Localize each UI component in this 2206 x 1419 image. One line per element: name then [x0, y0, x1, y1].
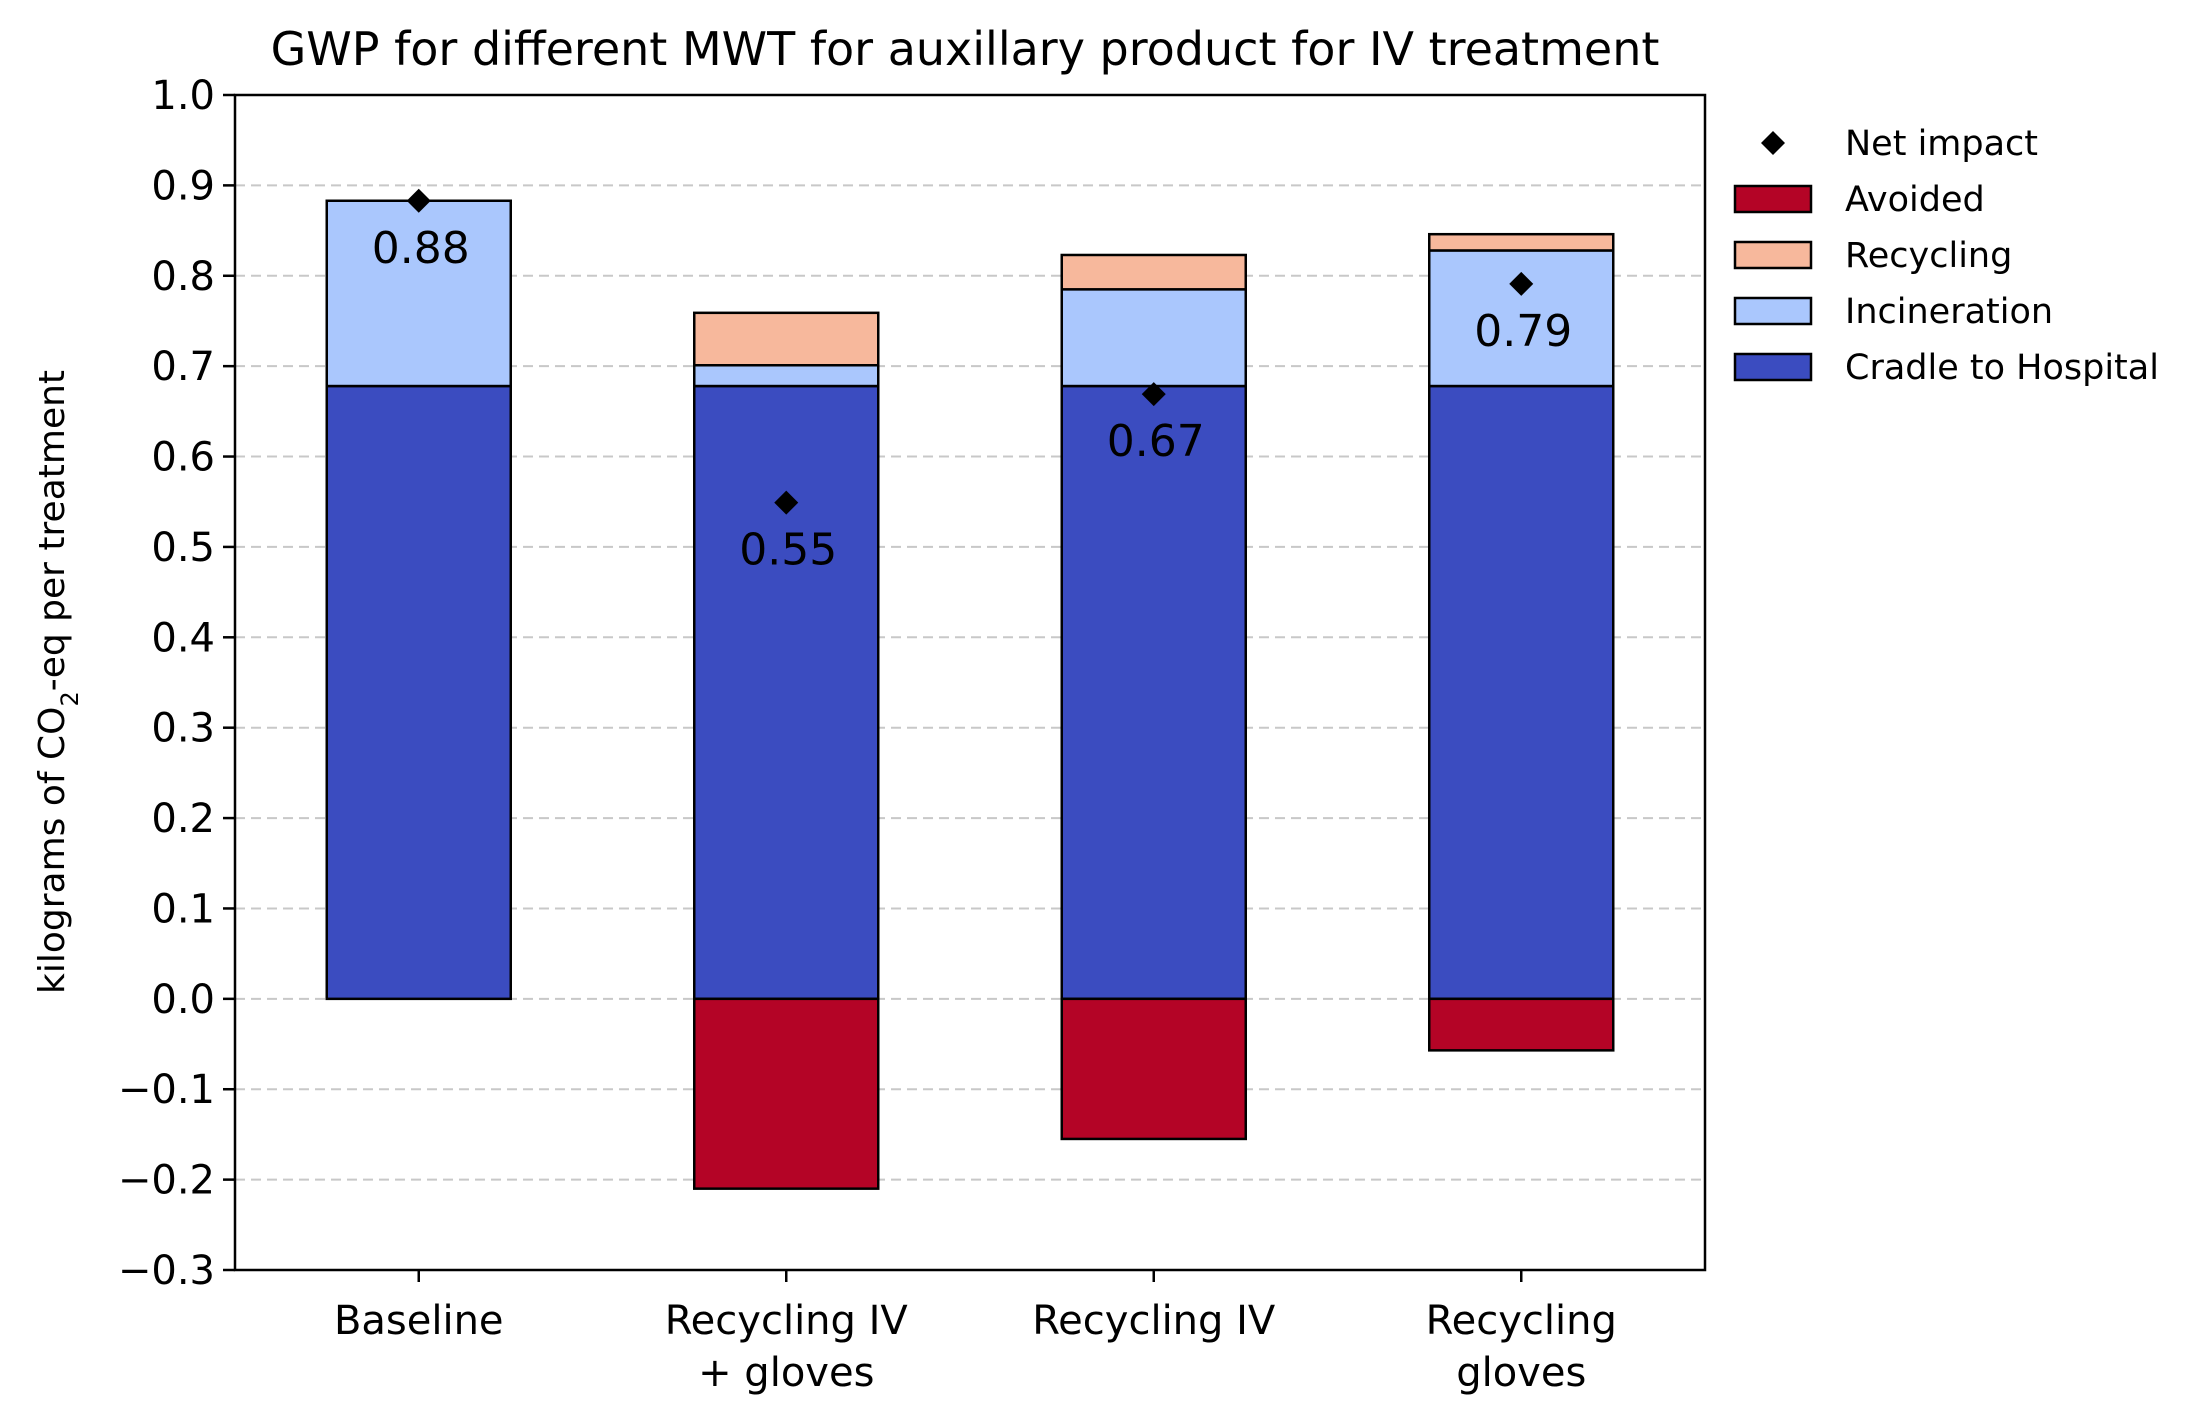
net-impact-label: 0.67: [1107, 416, 1205, 467]
bar-avoided: [693, 997, 880, 1190]
legend-label: Cradle to Hospital: [1845, 348, 2159, 388]
plot-frame: [233, 93, 1707, 1272]
y-tick-label: 0.5: [151, 525, 215, 571]
legend-swatch-avoided: [1733, 184, 1813, 214]
x-tick-label: Baseline: [334, 1298, 504, 1344]
net-impact-markers: [406, 188, 1534, 515]
legend-marker-net-impact: [1761, 131, 1785, 155]
bar-recycling: [1060, 253, 1247, 291]
legend-label: Avoided: [1845, 180, 1985, 220]
x-tick-label: Recycling IV: [665, 1298, 909, 1344]
y-tick-label: 0.8: [151, 254, 215, 300]
net-impact-marker: [1141, 382, 1166, 407]
x-axis: Baseline Recycling IV + gloves Recycling IV…: [334, 1270, 1617, 1396]
bar-avoided: [1428, 997, 1615, 1052]
bar-incineration: [325, 199, 512, 388]
y-tick-label: 0.0: [151, 977, 215, 1023]
net-impact-labels: 0.88 0.55 0.67 0.79: [372, 223, 1572, 576]
net-impact-label: 0.55: [739, 525, 837, 576]
y-tick-label: 0.2: [151, 796, 215, 842]
bar-recycling: [693, 311, 880, 367]
x-tick-label: Recycling IV: [1032, 1298, 1276, 1344]
x-tick-label: gloves: [1456, 1350, 1586, 1396]
y-tick-label: 0.6: [151, 435, 215, 481]
chart-title: GWP for different MWT for auxillary prod…: [271, 22, 1660, 76]
bar-cradle-to-hospital: [693, 384, 880, 1001]
bar-cradle-to-hospital: [1060, 384, 1247, 1001]
y-tick-label: 0.4: [151, 615, 215, 661]
y-tick-label: 0.1: [151, 886, 215, 932]
y-tick-label: −0.2: [118, 1158, 215, 1204]
legend: Net impact Avoided Recycling Incineration Cr…: [1733, 124, 2159, 388]
legend-swatch-recycling: [1733, 240, 1813, 270]
y-tick-label: 0.9: [151, 163, 215, 209]
bar-recycling: [1428, 232, 1615, 252]
x-tick-label: + gloves: [698, 1350, 874, 1396]
bar-avoided: [1060, 997, 1247, 1141]
bars: [325, 199, 1615, 1190]
net-impact-marker: [406, 188, 431, 213]
bar-cradle-to-hospital: [1428, 384, 1615, 1001]
legend-label: Net impact: [1845, 124, 2038, 164]
legend-swatch-incineration: [1733, 296, 1813, 326]
bar-incineration: [1060, 288, 1247, 388]
bar-incineration: [693, 364, 880, 388]
legend-label: Recycling: [1845, 236, 2012, 276]
y-tick-label: 1.0: [151, 73, 215, 119]
legend-label: Incineration: [1845, 292, 2053, 332]
bar-cradle-to-hospital: [325, 384, 512, 1001]
y-tick-label: 0.7: [151, 344, 215, 390]
y-axis: −0.3 −0.2 −0.1 0.0 0.1 0.2 0.3 0.4 0.5 0.6 0.7 0.8 0…: [118, 73, 235, 1294]
net-impact-marker: [774, 490, 799, 515]
net-impact-marker: [1509, 271, 1534, 296]
y-tick-label: 0.3: [151, 706, 215, 752]
net-impact-label: 0.79: [1474, 306, 1572, 357]
net-impact-label: 0.88: [372, 223, 470, 274]
legend-swatch-cradle-to-hospital: [1733, 352, 1813, 382]
x-tick-label: Recycling: [1426, 1298, 1617, 1344]
y-tick-label: −0.3: [118, 1248, 215, 1294]
y-tick-label: −0.1: [118, 1067, 215, 1113]
y-axis-label: kilograms of CO2-eq per treatment: [32, 370, 84, 994]
